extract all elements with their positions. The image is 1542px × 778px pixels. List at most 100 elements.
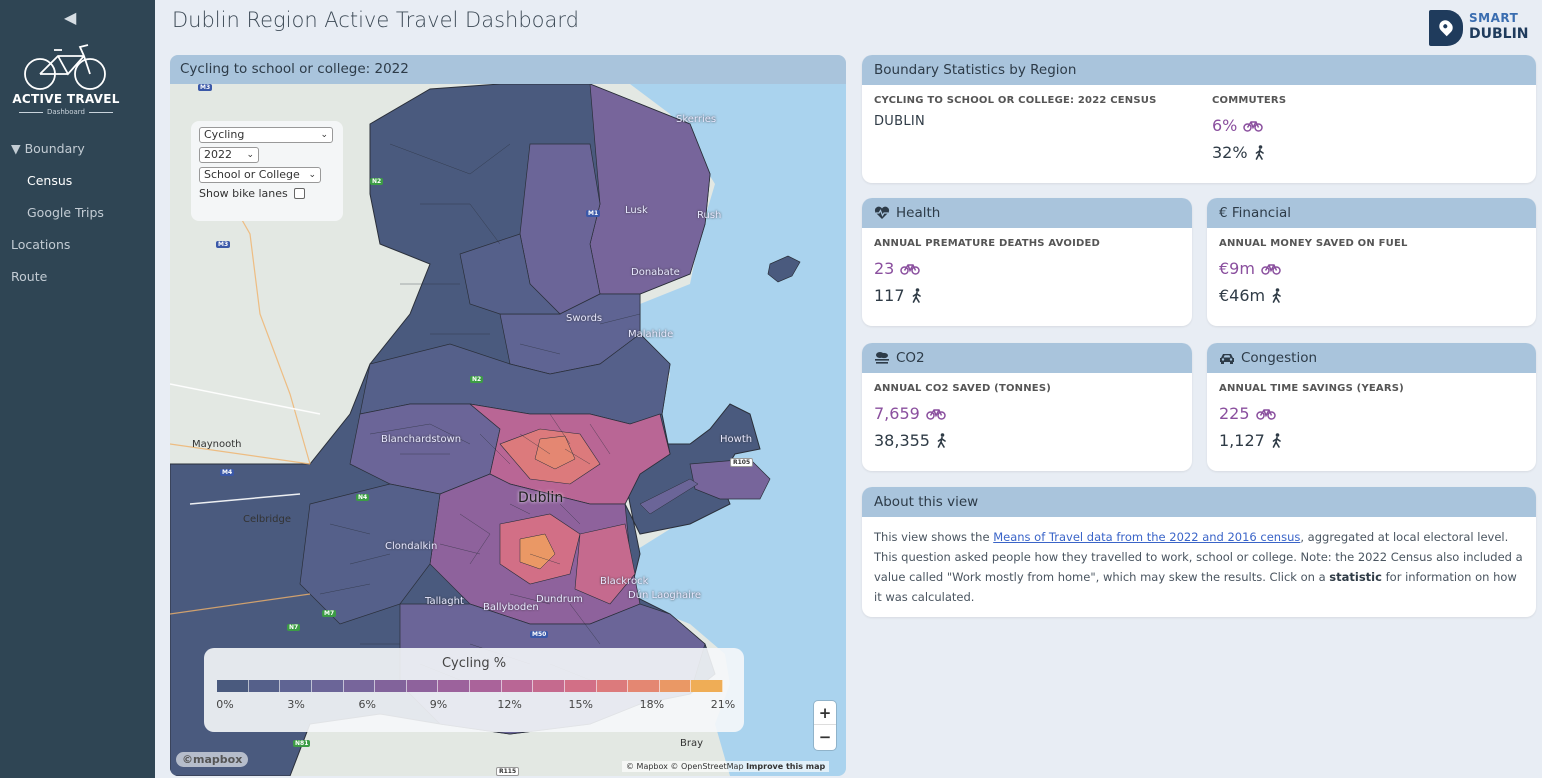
map-label-donabate: Donabate (631, 267, 680, 278)
health-cycling-stat[interactable]: 23 (874, 259, 1180, 278)
co2-card: CO2 ANNUAL CO2 SAVED (TONNES) 7,659 38,3… (862, 343, 1192, 471)
health-cycling-value: 23 (874, 259, 895, 278)
map-label-tallaght: Tallaght (425, 596, 464, 607)
sidebar-item-google-trips[interactable]: Google Trips (27, 205, 104, 220)
about-text-part: for information on how it was calculated… (874, 570, 1517, 604)
legend-swatch (280, 680, 312, 692)
legend-tick-label: 0% (216, 698, 234, 711)
chevron-down-icon: ⌄ (308, 170, 316, 180)
co2-walking-stat[interactable]: 38,355 (874, 431, 1180, 450)
co2-card-title: CO2 (896, 350, 925, 366)
year-select-value: 2022 (204, 148, 232, 161)
sidebar-item-boundary[interactable]: ▼ Boundary (11, 141, 85, 156)
bicycle-icon (24, 44, 106, 90)
financial-walking-value: €46m (1219, 286, 1266, 305)
congestion-cycling-stat[interactable]: 225 (1219, 404, 1524, 423)
health-stat-label: ANNUAL PREMATURE DEATHS AVOIDED (874, 238, 1101, 249)
co2-stat-label: ANNUAL CO2 SAVED (TONNES) (874, 383, 1052, 394)
map-pin-icon (1436, 17, 1456, 37)
zoom-out-button[interactable]: − (818, 728, 832, 746)
road-badge: M3 (198, 84, 213, 91)
legend-tick-label: 18% (639, 698, 665, 711)
census-label: CYCLING TO SCHOOL OR COLLEGE: 2022 CENSU… (874, 95, 1157, 106)
financial-cycling-stat[interactable]: €9m (1219, 259, 1524, 278)
smog-icon (875, 352, 889, 364)
sidebar-item-census[interactable]: Census (27, 173, 73, 188)
legend-swatch (501, 680, 534, 692)
walking-icon (1255, 145, 1264, 160)
bicycle-icon (1255, 408, 1276, 420)
health-card: Health ANNUAL PREMATURE DEATHS AVOIDED 2… (862, 198, 1192, 326)
commuters-cycling-stat[interactable]: 6% (1212, 116, 1286, 135)
map-label-malahide: Malahide (628, 329, 674, 340)
road-badge: N2 (370, 178, 384, 185)
legend-swatch (438, 680, 470, 692)
improve-map-link[interactable]: Improve this map (746, 762, 826, 771)
congestion-stat-label: ANNUAL TIME SAVINGS (YEARS) (1219, 383, 1404, 394)
co2-cycling-stat[interactable]: 7,659 (874, 404, 1180, 423)
sidebar-item-locations[interactable]: Locations (11, 237, 71, 252)
walking-icon (1272, 433, 1281, 448)
map-label-bray: Bray (680, 738, 704, 749)
bicycle-icon (1261, 263, 1281, 275)
legend-swatch (470, 680, 502, 692)
legend-swatch (659, 680, 692, 692)
map-label-clondalkin: Clondalkin (385, 541, 438, 552)
walking-icon (1272, 288, 1281, 303)
legend-swatch (628, 680, 660, 692)
health-card-title: Health (896, 205, 941, 221)
region-name: DUBLIN (874, 114, 926, 129)
health-walking-stat[interactable]: 117 (874, 286, 1180, 305)
map-legend: Cycling % 0% 3% 6% 9% 12% 15% 18% 21% (204, 648, 744, 732)
chevron-left-icon[interactable]: ◀ (64, 8, 77, 27)
financial-walking-stat[interactable]: €46m (1219, 286, 1524, 305)
congestion-card-title: Congestion (1241, 350, 1318, 366)
purpose-select[interactable]: School or College ⌄ (199, 167, 321, 183)
bike-lanes-label: Show bike lanes (199, 187, 288, 200)
map-label-dundrum: Dundrum (536, 594, 583, 605)
mapbox-logo[interactable]: ©mapbox (176, 752, 249, 767)
legend-tick-label: 3% (287, 698, 305, 711)
mode-select-value: Cycling (204, 128, 245, 141)
bicycle-icon (900, 263, 921, 275)
legend-ticks: 0% 3% 6% 9% 12% 15% 18% 21% (204, 698, 744, 714)
census-data-link[interactable]: Means of Travel data from the 2022 and 2… (993, 530, 1301, 544)
smart-dublin-logo: SMART DUBLIN (1429, 10, 1529, 46)
road-badge: M50 (530, 631, 549, 638)
financial-cycling-value: €9m (1219, 259, 1255, 278)
map-label-ballyboden: Ballyboden (483, 602, 539, 613)
commuters-walking-stat[interactable]: 32% (1212, 143, 1286, 162)
attribution-text[interactable]: © Mapbox © OpenStreetMap (626, 762, 744, 771)
choropleth-map[interactable]: Skerries Lusk Rush Donabate Swords Malah… (170, 84, 846, 776)
bike-lanes-checkbox[interactable] (293, 188, 305, 199)
map-label-maynooth: Maynooth (192, 439, 242, 450)
brand-smart: SMART (1469, 11, 1519, 25)
road-badge: N81 (293, 740, 311, 747)
boundary-statistics-card: Boundary Statistics by Region CYCLING TO… (862, 55, 1536, 183)
car-icon (1220, 354, 1234, 364)
congestion-walking-stat[interactable]: 1,127 (1219, 431, 1524, 450)
page-title: Dublin Region Active Travel Dashboard (172, 8, 579, 32)
congestion-card-header: Congestion (1207, 343, 1536, 373)
sidebar-item-route[interactable]: Route (11, 269, 48, 284)
map-label-howth: Howth (720, 434, 753, 445)
financial-card-header: € Financial (1207, 198, 1536, 228)
road-badge: N7 (287, 624, 301, 631)
co2-card-header: CO2 (862, 343, 1192, 373)
map-label-swords: Swords (566, 313, 603, 324)
map-filter-controls: Cycling ⌄ 2022 ⌄ School or College ⌄ Show b… (191, 121, 343, 221)
bike-lanes-toggle[interactable]: Show bike lanes (199, 187, 335, 200)
zoom-in-button[interactable]: + (814, 701, 836, 725)
congestion-card: Congestion ANNUAL TIME SAVINGS (YEARS) 2… (1207, 343, 1536, 471)
mode-select[interactable]: Cycling ⌄ (199, 127, 333, 143)
map-panel: Cycling to school or college: 2022 (170, 55, 846, 776)
chevron-down-icon: ⌄ (246, 150, 254, 160)
year-select[interactable]: 2022 ⌄ (199, 147, 259, 163)
road-badge: N2 (470, 376, 484, 383)
legend-swatch (375, 680, 407, 692)
map-label-rush: Rush (697, 210, 722, 221)
legend-swatch (343, 680, 376, 692)
about-card: About this view This view shows the Mean… (862, 487, 1536, 617)
map-attribution: © Mapbox © OpenStreetMap Improve this ma… (622, 761, 830, 772)
logo-title: ACTIVE TRAVEL (12, 92, 120, 106)
